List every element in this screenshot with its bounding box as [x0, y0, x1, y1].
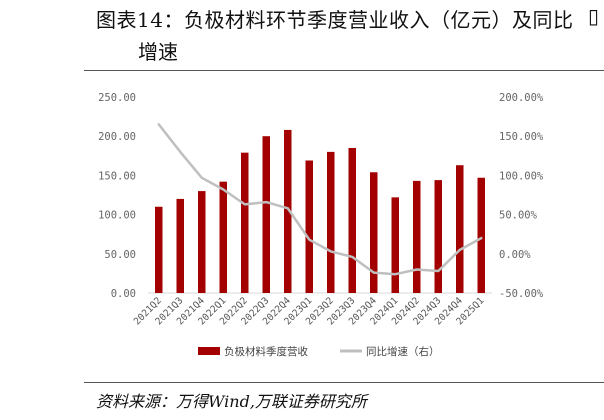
y-right-tick-label: 100.00%: [499, 170, 544, 182]
revenue-bar: [155, 206, 163, 293]
y-left-tick-label: 200.00: [98, 131, 136, 143]
revenue-bar: [262, 136, 270, 293]
y-left-tick-label: 150.00: [98, 170, 136, 182]
y-right-tick-label: 0.00%: [499, 249, 531, 261]
legend-label-growth: 同比增速（右）: [366, 345, 440, 358]
yoy-growth-line: [157, 123, 483, 276]
revenue-bar: [434, 180, 442, 293]
revenue-bar: [391, 197, 399, 293]
source-note: 资料来源：万得Wind,万联证券研究所: [96, 392, 367, 411]
revenue-bar: [305, 160, 313, 293]
clipped-edge-glyph: ▯: [588, 4, 600, 28]
top-rule: [84, 70, 604, 71]
revenue-bar: [413, 180, 421, 293]
y-left-tick-label: 250.00: [98, 92, 136, 104]
revenue-bar: [348, 147, 356, 293]
revenue-bar: [327, 151, 335, 293]
revenue-bar: [241, 152, 249, 293]
y-right-tick-label: 200.00%: [499, 92, 544, 104]
y-right-tick-label: 150.00%: [499, 131, 544, 143]
revenue-bar: [284, 129, 292, 293]
revenue-bar: [370, 172, 378, 293]
y-right-tick-label: -50.00%: [499, 288, 544, 300]
y-left-tick-label: 100.00: [98, 210, 136, 222]
y-left-tick-label: 0.00: [111, 288, 136, 300]
chart-title: 图表14：负极材料环节季度营业收入（亿元）及同比: [96, 8, 574, 32]
y-left-tick-label: 50.00: [104, 249, 136, 261]
revenue-bar: [477, 177, 485, 293]
revenue-bar: [176, 198, 184, 293]
revenue-bar: [219, 181, 227, 293]
bottom-rule: [84, 382, 604, 383]
y-right-tick-label: 50.00%: [499, 210, 538, 222]
legend-label-revenue: 负极材料季度营收: [224, 345, 308, 358]
chart-title-continuation: 增速: [138, 40, 178, 64]
legend-swatch-revenue: [198, 347, 220, 355]
revenue-bar: [456, 165, 464, 293]
revenue-bar: [198, 191, 206, 293]
